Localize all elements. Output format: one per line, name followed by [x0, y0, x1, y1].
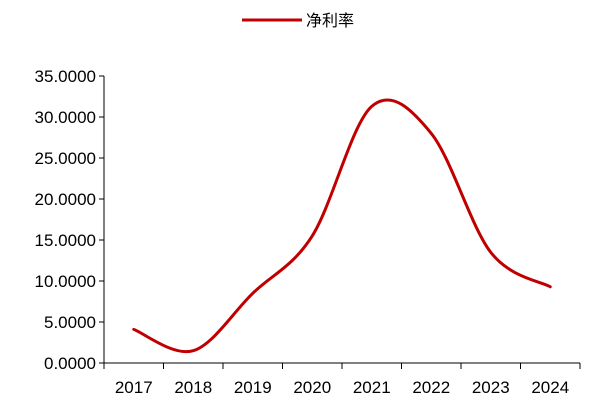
x-tick-label: 2021: [353, 378, 391, 397]
legend-label: 净利率: [306, 11, 354, 30]
x-tick-label: 2022: [412, 378, 450, 397]
axes: [103, 76, 580, 364]
x-tick-label: 2019: [234, 378, 272, 397]
series-line-0: [132, 98, 552, 354]
x-tick-label: 2024: [531, 378, 569, 397]
legend: 净利率: [242, 11, 354, 30]
y-tick-label: 30.0000: [35, 108, 96, 127]
y-tick-label: 20.0000: [35, 190, 96, 209]
series-layer: [132, 98, 552, 354]
y-tick-label: 35.0000: [35, 67, 96, 86]
x-tick-label: 2023: [472, 378, 510, 397]
y-tick-label: 15.0000: [35, 231, 96, 250]
y-tick-label: 5.0000: [44, 313, 96, 332]
y-axis-ticks: 0.0000 5.0000 10.0000 15.0000 20.0000 25.0000…: [35, 67, 104, 373]
x-tick-label: 2017: [115, 378, 153, 397]
x-tick-label: 2018: [174, 378, 212, 397]
x-tick-label: 2020: [293, 378, 331, 397]
y-tick-label: 10.0000: [35, 272, 96, 291]
x-axis-ticks: 2017 2018 2019 2020 2021 2022 2023 2024: [103, 363, 581, 397]
y-tick-label: 0.0000: [44, 354, 96, 373]
y-tick-label: 25.0000: [35, 149, 96, 168]
